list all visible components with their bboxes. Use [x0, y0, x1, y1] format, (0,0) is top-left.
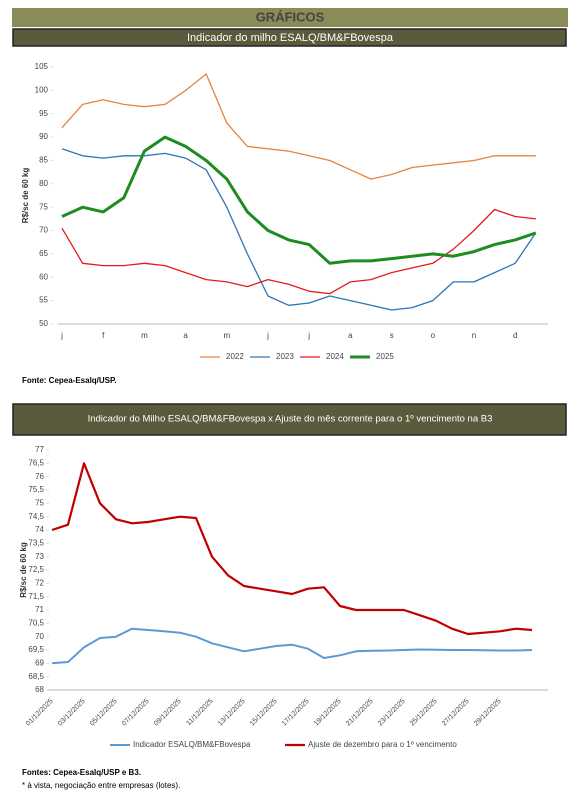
x-tick-label: 21/12/2025	[345, 698, 375, 728]
x-tick-label: 09/12/2025	[153, 698, 183, 728]
y-tick-label: 70	[35, 632, 44, 641]
series-line	[61, 148, 537, 311]
x-tick-label: 25/12/2025	[409, 698, 439, 728]
x-tick-label: 17/12/2025	[281, 698, 311, 728]
y-axis-label: R$/sc de 60 kg	[21, 168, 30, 224]
header-title: GRÁFICOS	[256, 9, 325, 24]
y-tick-label: 65	[39, 249, 48, 258]
y-tick-label: 70,5	[28, 618, 44, 627]
x-tick-label: 23/12/2025	[377, 698, 407, 728]
x-tick-label: a	[348, 331, 353, 340]
y-tick-label: 73	[35, 552, 44, 561]
x-tick-label: 13/12/2025	[217, 698, 247, 728]
y-tick-label: 70	[39, 226, 48, 235]
source: Fonte: Cepea-Esalq/USP.	[22, 376, 117, 385]
x-tick-label: 01/12/2025	[25, 698, 55, 728]
series-line	[51, 462, 533, 636]
x-tick-label: 11/12/2025	[185, 698, 214, 727]
y-tick-label: 76,5	[28, 458, 44, 467]
legend-label: 2023	[276, 352, 294, 361]
legend-label: Indicador ESALQ/BM&FBovespa	[133, 740, 251, 749]
x-tick-label: 19/12/2025	[313, 698, 343, 728]
x-tick-label: f	[102, 331, 105, 340]
y-tick-label: 76	[35, 472, 44, 481]
y-tick-label: 90	[39, 132, 48, 141]
y-tick-label: 100	[35, 85, 49, 94]
chart-title-bar	[12, 403, 567, 436]
x-tick-label: 05/12/2025	[89, 698, 119, 728]
y-tick-label: 105	[35, 62, 49, 71]
y-tick-label: 69,5	[28, 645, 44, 654]
y-tick-label: 85	[39, 156, 48, 165]
x-tick-label: d	[513, 331, 517, 340]
x-tick-label: j	[307, 331, 310, 340]
x-tick-label: j	[60, 331, 63, 340]
legend-label: 2022	[226, 352, 244, 361]
y-tick-label: 75	[35, 498, 44, 507]
x-tick-label: o	[431, 331, 436, 340]
series-line	[51, 627, 533, 665]
y-tick-label: 72	[35, 578, 44, 587]
y-tick-label: 75	[39, 202, 48, 211]
x-tick-label: s	[390, 331, 394, 340]
y-tick-label: 68,5	[28, 672, 44, 681]
header-bar	[12, 8, 568, 27]
x-tick-label: n	[472, 331, 476, 340]
y-tick-label: 95	[39, 109, 48, 118]
x-tick-label: m	[223, 331, 230, 340]
y-tick-label: 55	[39, 296, 48, 305]
y-tick-label: 80	[39, 179, 48, 188]
x-tick-label: m	[141, 331, 148, 340]
y-tick-label: 73,5	[28, 538, 44, 547]
chart-title-bar	[12, 28, 567, 47]
series-line	[61, 208, 536, 295]
x-tick-label: 03/12/2025	[57, 698, 87, 728]
chart-title: Indicador do milho ESALQ/BM&FBovespa	[187, 32, 394, 44]
y-tick-label: 68	[35, 685, 44, 694]
series-line	[61, 135, 537, 265]
legend-label: 2025	[376, 352, 394, 361]
y-tick-label: 75,5	[28, 485, 44, 494]
x-tick-label: a	[183, 331, 188, 340]
y-axis-label: R$/sc de 60 kg	[19, 542, 28, 598]
y-tick-label: 50	[39, 319, 48, 328]
y-tick-label: 74,5	[28, 512, 44, 521]
y-tick-label: 72,5	[28, 565, 44, 574]
y-tick-label: 69	[35, 658, 44, 667]
x-tick-label: 27/12/2025	[441, 698, 471, 728]
series-line	[61, 73, 536, 180]
y-tick-label: 77	[35, 445, 44, 454]
x-tick-label: 29/12/2025	[473, 698, 503, 728]
y-tick-label: 60	[39, 272, 48, 281]
x-tick-label: 07/12/2025	[121, 698, 151, 728]
note: * à vista, negociação entre empresas (lo…	[22, 781, 180, 790]
x-tick-label: j	[266, 331, 269, 340]
source: Fontes: Cepea-Esalq/USP e B3.	[22, 768, 141, 777]
chart-title: Indicador do Milho ESALQ/BM&FBovespa x A…	[88, 414, 493, 425]
legend-label: 2024	[326, 352, 344, 361]
y-tick-label: 71,5	[28, 592, 44, 601]
y-tick-label: 71	[35, 605, 44, 614]
y-tick-label: 74	[35, 525, 44, 534]
legend-label: Ajuste de dezembro para o 1º vencimento	[308, 740, 457, 749]
x-tick-label: 15/12/2025	[249, 698, 279, 728]
